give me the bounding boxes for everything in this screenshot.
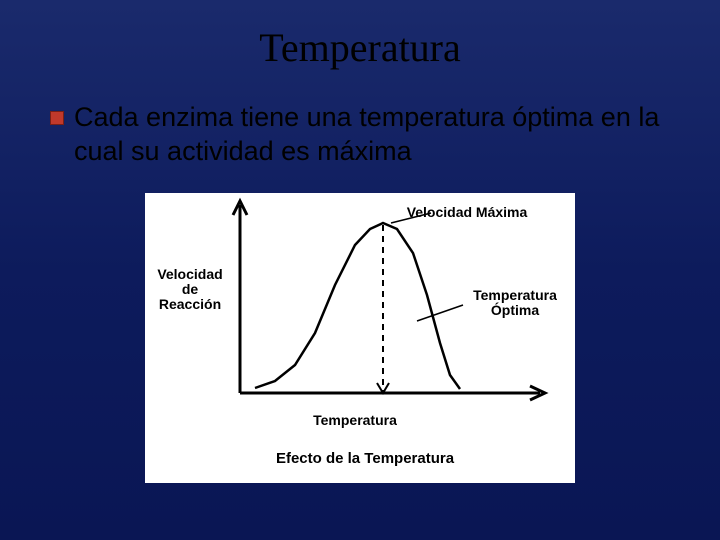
chart-container: Velocidad de Reacción Velocidad Máxima T… [50,193,670,483]
t-opt-label: Temperatura Óptima [465,288,565,319]
bullet-square-icon [50,111,64,125]
slide-title: Temperatura [0,0,720,71]
pointer-topt [417,305,463,321]
enzyme-temperature-chart: Velocidad de Reacción Velocidad Máxima T… [145,193,575,483]
curve-line [255,223,460,389]
chart-caption: Efecto de la Temperatura [260,451,470,468]
slide-content: Cada enzima tiene una temperatura óptima… [0,71,720,483]
bullet-text: Cada enzima tiene una temperatura óptima… [74,101,670,169]
vmax-label: Velocidad Máxima [397,205,537,220]
y-axis-label: Velocidad de Reacción [151,267,229,313]
bullet-item: Cada enzima tiene una temperatura óptima… [50,101,670,169]
x-axis-label: Temperatura [290,413,420,428]
